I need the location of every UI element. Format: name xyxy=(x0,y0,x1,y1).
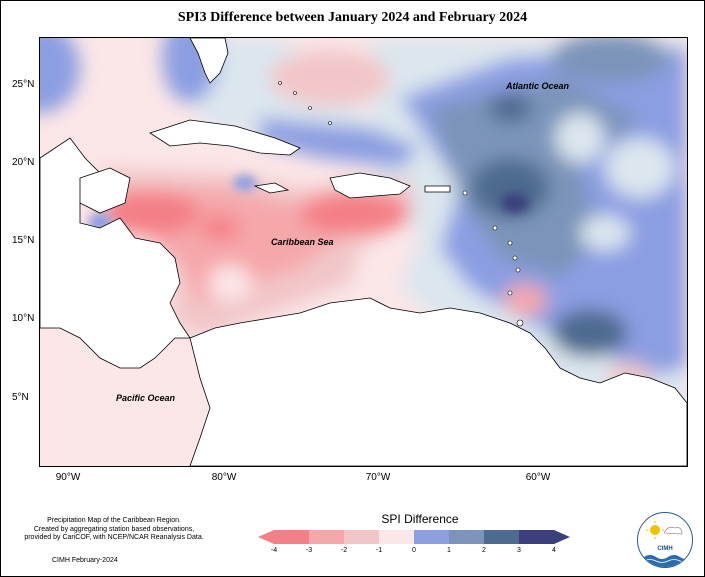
lon-tick-60: 60°W xyxy=(525,472,551,483)
legend-tick-label: -2 xyxy=(340,547,348,554)
label-atlantic-ocean: Atlantic Ocean xyxy=(506,81,570,91)
cimh-logo: CIMH xyxy=(637,512,693,568)
map-area xyxy=(39,37,688,467)
cimh-emblem-icon xyxy=(638,521,692,567)
lon-tick-80: 80°W xyxy=(211,472,237,483)
credits-line-2: Created by aggregating station based obs… xyxy=(33,525,195,533)
map-canvas xyxy=(40,38,687,466)
credits: Precipitation Map of the Caribbean Regio… xyxy=(14,517,214,543)
map-title: SPI3 Difference between January 2024 and… xyxy=(177,10,528,25)
footnote: CIMH February-2024 xyxy=(52,557,118,564)
legend-tick-label: 0 xyxy=(412,547,416,554)
lon-tick-70: 70°W xyxy=(365,472,391,483)
lat-tick-10: 10°N xyxy=(12,313,35,324)
legend-arrow-right xyxy=(554,530,570,544)
legend-swatch xyxy=(449,530,485,544)
label-caribbean-sea: Caribbean Sea xyxy=(271,237,334,247)
legend-swatch xyxy=(309,530,345,544)
credits-line-3: provided by CariCOF, with NCEP/NCAR Rean… xyxy=(24,534,204,541)
legend-title: SPI Difference xyxy=(381,512,459,526)
legend-swatch xyxy=(519,530,555,544)
logo-text: CIMH xyxy=(657,546,673,552)
legend-colorbar xyxy=(258,530,570,544)
legend-swatch xyxy=(414,530,450,544)
legend-tick-label: 1 xyxy=(447,547,451,554)
legend-tick-label: -4 xyxy=(270,547,278,554)
legend-tick-label: 3 xyxy=(517,547,521,554)
legend-swatch xyxy=(379,530,415,544)
lat-tick-25: 25°N xyxy=(12,79,35,90)
lat-tick-20: 20°N xyxy=(12,157,35,168)
legend-swatch xyxy=(344,530,380,544)
land xyxy=(40,38,687,466)
legend-swatch xyxy=(484,530,520,544)
lat-tick-15: 15°N xyxy=(12,235,35,246)
lon-tick-90: 90°W xyxy=(55,472,81,483)
islands xyxy=(278,81,524,327)
legend-tick-label: 2 xyxy=(482,547,486,554)
legend-tick-label: -1 xyxy=(375,547,383,554)
lat-tick-5: 5°N xyxy=(12,392,29,403)
legend-swatch xyxy=(274,530,310,544)
legend-arrow-left xyxy=(258,530,274,544)
label-pacific-ocean: Pacific Ocean xyxy=(116,393,176,403)
legend-tick-label: 4 xyxy=(552,547,556,554)
credits-line-1: Precipitation Map of the Caribbean Regio… xyxy=(47,517,181,524)
legend-tick-label: -3 xyxy=(305,547,313,554)
